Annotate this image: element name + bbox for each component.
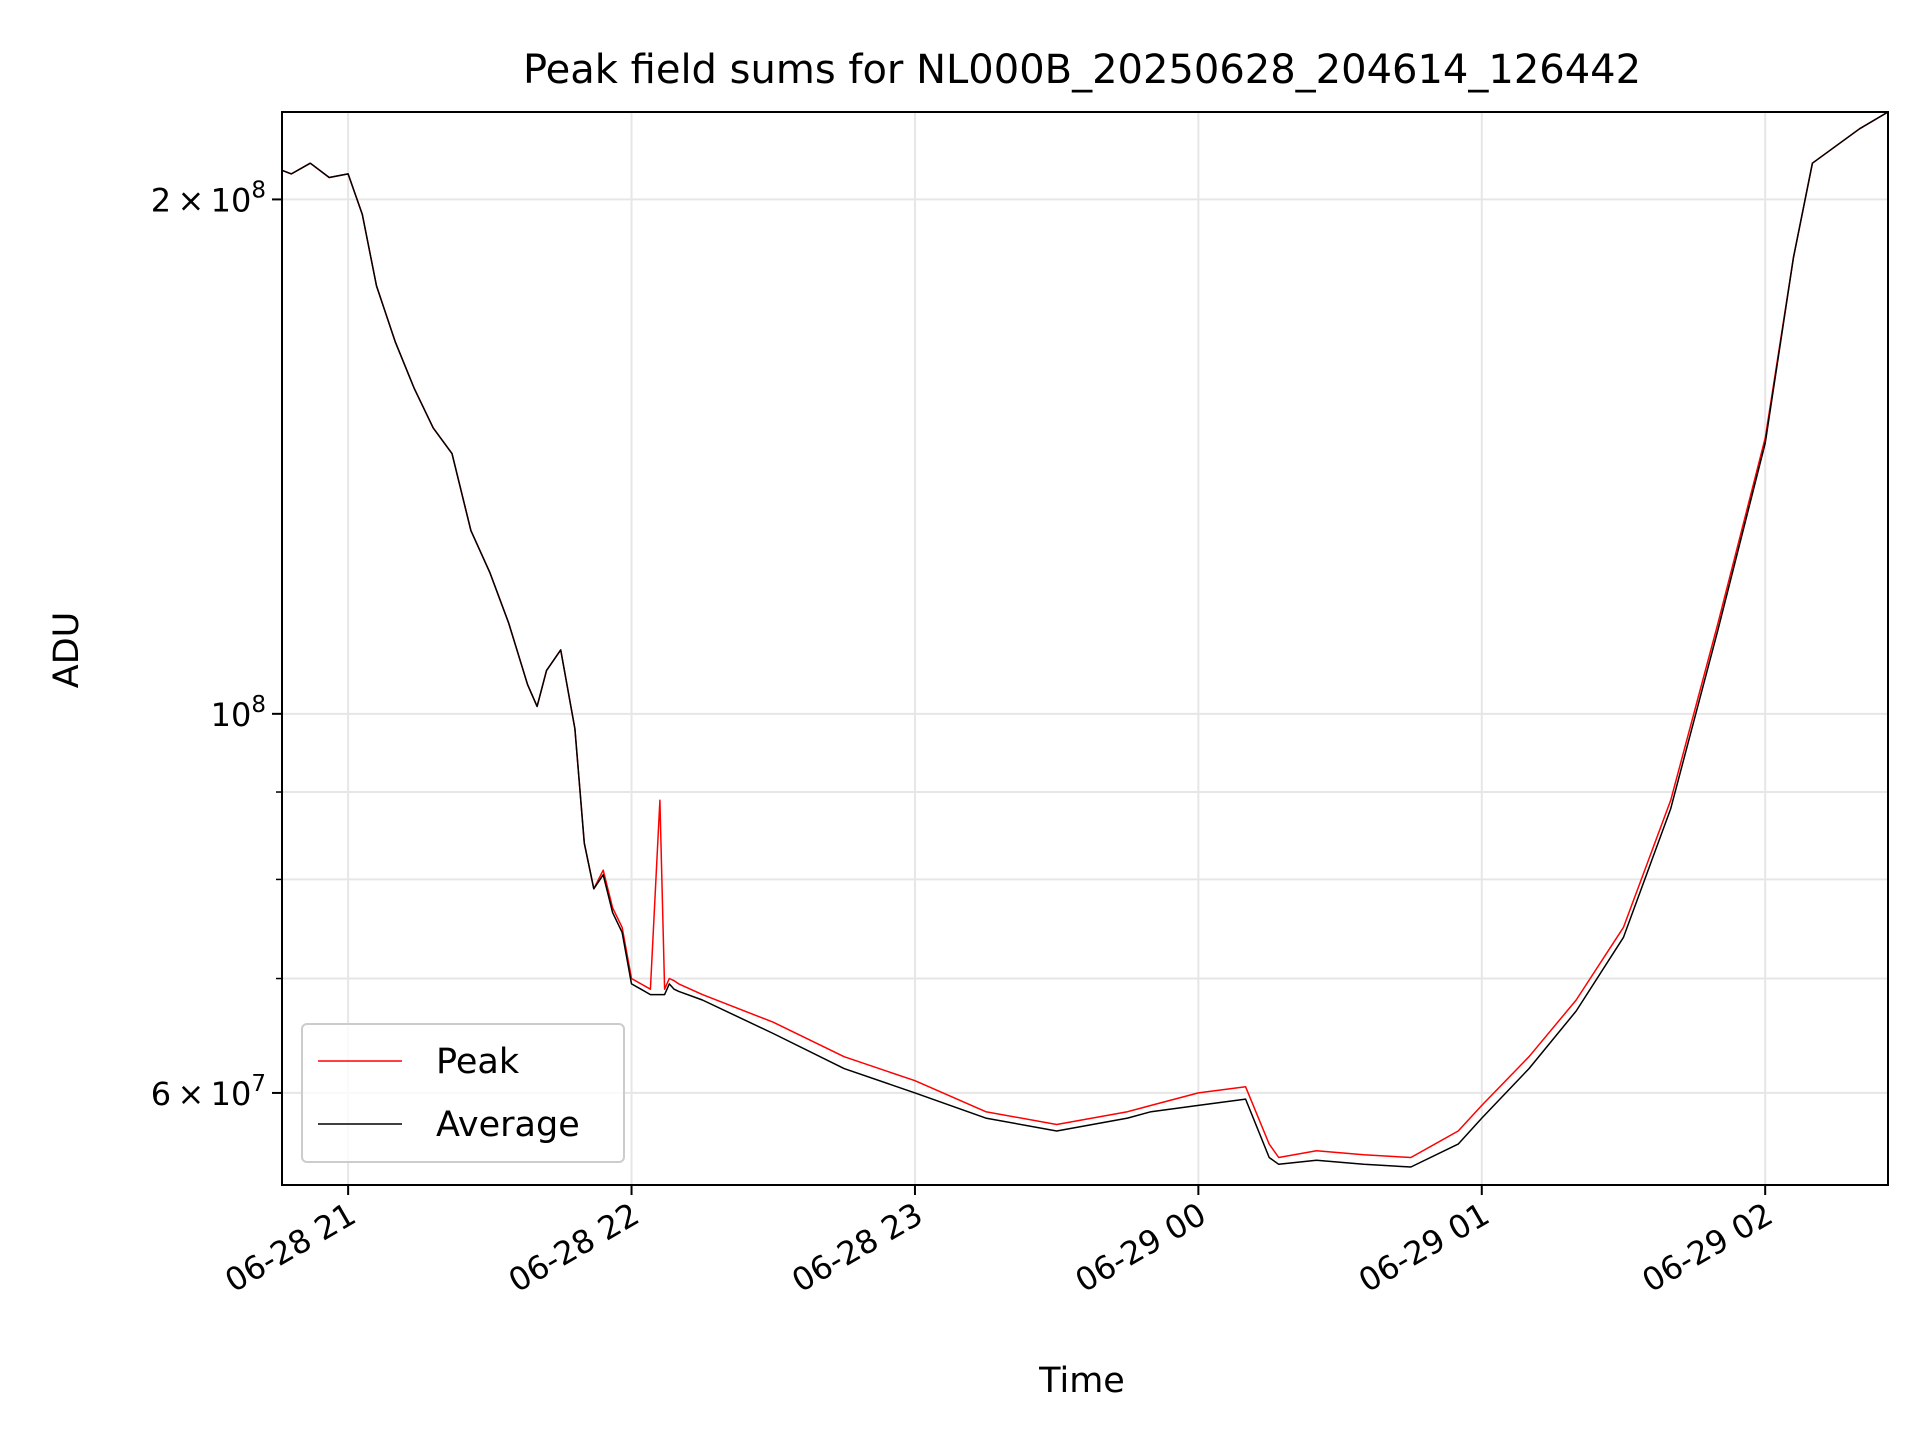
x-tick-label: 06-29 01: [1352, 1195, 1496, 1300]
y-tick-label: 108: [211, 692, 266, 734]
x-axis-label: Time: [1038, 1361, 1125, 1401]
y-tick-label: 6 × 107: [151, 1071, 266, 1113]
x-tick-label: 06-29 00: [1069, 1195, 1213, 1300]
x-tick-label: 06-28 21: [219, 1195, 363, 1300]
chart-title: Peak field sums for NL000B_20250628_2046…: [523, 47, 1641, 93]
x-axis: 06-28 21 06-28 22 06-28 23 06-29 00 06-29 01…: [219, 1185, 1780, 1300]
series-layer: [282, 112, 1888, 1168]
y-axis: 6 × 107 108 2 × 108: [151, 177, 282, 1113]
x-tick-label: 06-28 22: [502, 1195, 646, 1300]
series-line-average: [282, 112, 1888, 1168]
legend: Peak Average: [301, 1023, 625, 1163]
legend-box: [301, 1023, 625, 1163]
y-axis-label: ADU: [47, 612, 87, 689]
x-tick-label: 06-29 02: [1636, 1195, 1780, 1300]
legend-label-peak: Peak: [436, 1042, 520, 1082]
legend-label-average: Average: [436, 1105, 580, 1145]
x-tick-label: 06-28 23: [785, 1195, 929, 1300]
axes-frame: [281, 111, 1889, 1186]
grid: [282, 112, 1888, 1185]
series-line-peak: [282, 112, 1888, 1159]
y-tick-label: 2 × 108: [151, 177, 266, 219]
